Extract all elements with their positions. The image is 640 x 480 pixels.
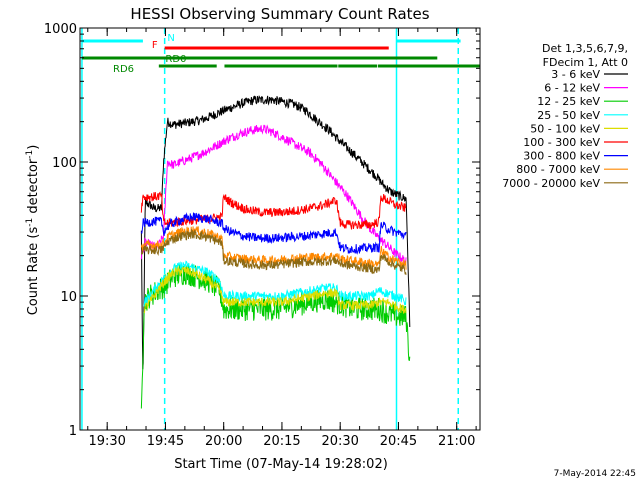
series-line-2 — [140, 263, 411, 409]
legend-label-3: 25 - 50 keV — [537, 109, 600, 122]
x-tick-label-1: 19:45 — [147, 434, 184, 449]
series-line-5 — [140, 191, 407, 230]
x-tick-label-4: 20:30 — [321, 434, 358, 449]
legend-label-2: 12 - 25 keV — [537, 95, 600, 108]
x-tick-label-5: 20:45 — [380, 434, 417, 449]
axes: 19:30 19:45 20:00 20:15 20:30 20:45 21:00 1 10 10… — [44, 22, 481, 449]
y-tick-label-0: 1 — [69, 424, 77, 439]
x-tick-label-2: 20:00 — [205, 434, 242, 449]
y-tick-label-3: 1000 — [44, 22, 77, 37]
legend-label-8: 7000 - 20000 keV — [502, 177, 600, 190]
y-axis-label-part2: detector — [26, 158, 41, 218]
flag-label-0: N — [167, 33, 174, 44]
series-line-0 — [140, 95, 411, 370]
y-axis-label-sup1: -1 — [25, 218, 35, 227]
flag-label-2: RD0 — [165, 54, 186, 65]
series-line-1 — [140, 124, 407, 266]
plot-content — [81, 28, 480, 430]
timestamp-label: 7-May-2014 22:45 — [554, 469, 636, 479]
flag-label-3: RD6 — [113, 64, 134, 75]
legend-label-1: 6 - 12 keV — [544, 82, 600, 95]
series-line-4 — [143, 265, 407, 314]
y-axis-label-sup2: -1 — [25, 150, 35, 159]
flag-label-1: F — [152, 40, 158, 51]
y-axis-label-part3: ) — [26, 145, 41, 150]
legend-label-6: 300 - 800 keV — [523, 150, 600, 163]
x-tick-label-3: 20:15 — [263, 434, 300, 449]
series-line-8 — [140, 228, 407, 275]
y-axis-label-part1: Count Rate (s — [26, 227, 41, 316]
series-line-6 — [140, 212, 407, 255]
plot-frame — [79, 27, 481, 431]
series-line-3 — [143, 260, 407, 307]
y-axis-label: Count Rate (s-1 detector-1) — [25, 145, 41, 316]
chart-title: HESSI Observing Summary Count Rates — [130, 5, 429, 23]
legend-label-4: 50 - 100 keV — [530, 122, 600, 135]
legend-header-1: FDecim 1, Att 0 — [543, 56, 628, 69]
legend-label-0: 3 - 6 keV — [551, 68, 600, 81]
legend-header-0: Det 1,3,5,6,7,9, — [542, 42, 628, 55]
y-tick-label-1: 10 — [60, 290, 77, 305]
y-tick-label-2: 100 — [52, 156, 77, 171]
legend-label-7: 800 - 7000 keV — [516, 163, 600, 176]
x-tick-label-6: 21:00 — [438, 434, 475, 449]
legend-label-5: 100 - 300 keV — [523, 136, 600, 149]
x-tick-label-0: 19:30 — [88, 434, 125, 449]
x-axis-label: Start Time (07-May-14 19:28:02) — [174, 457, 388, 472]
plot-area: NF RD0 RD6 — [81, 28, 480, 430]
legend: Det 1,3,5,6,7,9,FDecim 1, Att 03 - 6 keV… — [502, 42, 628, 190]
